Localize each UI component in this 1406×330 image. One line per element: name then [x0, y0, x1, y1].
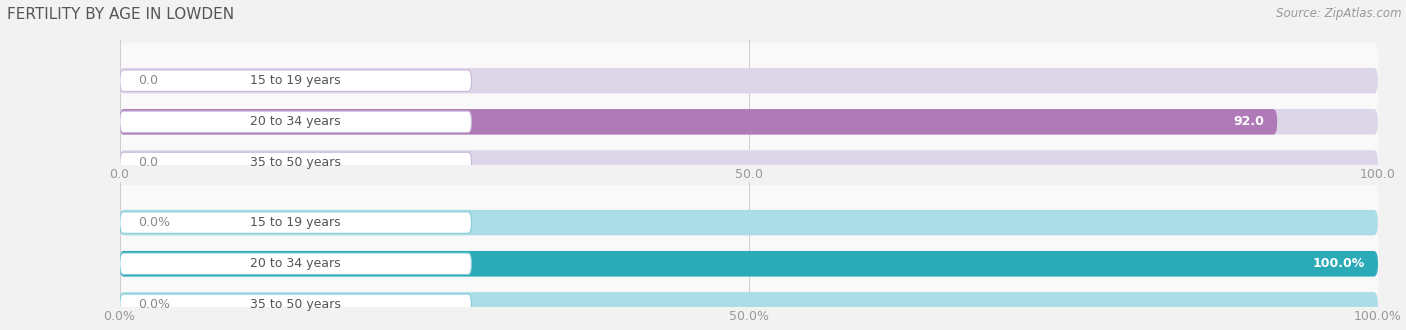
FancyBboxPatch shape — [120, 210, 1378, 235]
FancyBboxPatch shape — [120, 292, 1378, 317]
Text: 20 to 34 years: 20 to 34 years — [250, 115, 342, 128]
FancyBboxPatch shape — [120, 109, 1277, 135]
FancyBboxPatch shape — [120, 185, 1378, 226]
Text: FERTILITY BY AGE IN LOWDEN: FERTILITY BY AGE IN LOWDEN — [7, 7, 235, 21]
FancyBboxPatch shape — [120, 251, 1378, 277]
Text: 0.0: 0.0 — [138, 156, 159, 169]
Text: 15 to 19 years: 15 to 19 years — [250, 216, 342, 229]
FancyBboxPatch shape — [120, 152, 471, 174]
FancyBboxPatch shape — [120, 68, 1378, 93]
FancyBboxPatch shape — [120, 125, 1378, 166]
FancyBboxPatch shape — [120, 212, 471, 233]
Text: 20 to 34 years: 20 to 34 years — [250, 257, 342, 270]
Text: 0.0: 0.0 — [138, 74, 159, 87]
Text: 35 to 50 years: 35 to 50 years — [250, 156, 342, 169]
Text: 0.0%: 0.0% — [138, 298, 170, 311]
FancyBboxPatch shape — [120, 84, 1378, 125]
Text: Source: ZipAtlas.com: Source: ZipAtlas.com — [1277, 7, 1402, 19]
FancyBboxPatch shape — [120, 251, 1378, 277]
Text: 0.0%: 0.0% — [138, 216, 170, 229]
FancyBboxPatch shape — [120, 109, 1378, 135]
Text: 92.0: 92.0 — [1233, 115, 1264, 128]
FancyBboxPatch shape — [120, 43, 1378, 84]
FancyBboxPatch shape — [120, 267, 1378, 308]
FancyBboxPatch shape — [120, 111, 471, 133]
FancyBboxPatch shape — [120, 253, 471, 275]
Text: 35 to 50 years: 35 to 50 years — [250, 298, 342, 311]
Text: 15 to 19 years: 15 to 19 years — [250, 74, 342, 87]
FancyBboxPatch shape — [120, 70, 471, 91]
FancyBboxPatch shape — [120, 226, 1378, 267]
FancyBboxPatch shape — [120, 150, 1378, 176]
FancyBboxPatch shape — [120, 294, 471, 315]
Text: 100.0%: 100.0% — [1313, 257, 1365, 270]
